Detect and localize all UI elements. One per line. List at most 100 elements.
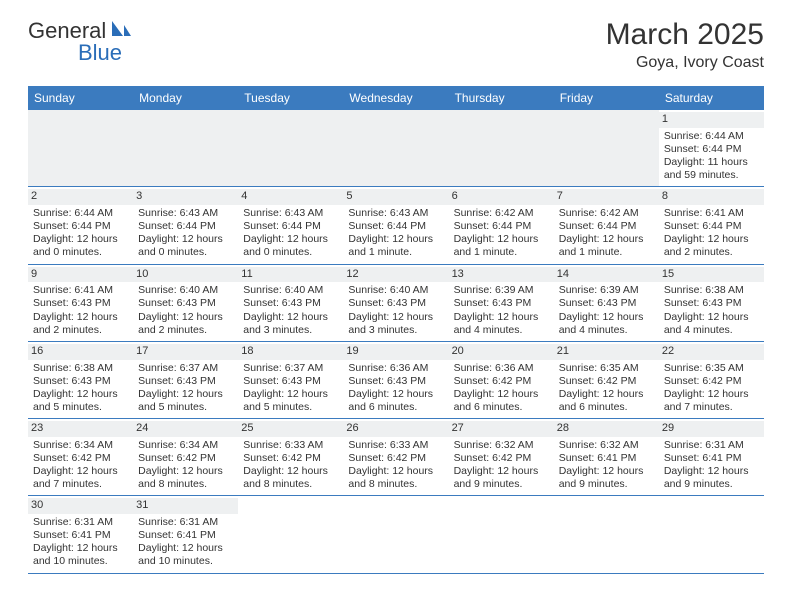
daylight-line: Daylight: 12 hours and 1 minute. [348, 233, 443, 259]
day-info: Sunrise: 6:38 AMSunset: 6:43 PMDaylight:… [32, 362, 129, 415]
day-info: Sunrise: 6:39 AMSunset: 6:43 PMDaylight:… [558, 284, 655, 337]
sunrise-line: Sunrise: 6:44 AM [33, 207, 128, 220]
sunrise-line: Sunrise: 6:35 AM [559, 362, 654, 375]
sunset-line: Sunset: 6:43 PM [243, 375, 338, 388]
calendar-day-cell: 18Sunrise: 6:37 AMSunset: 6:43 PMDayligh… [238, 342, 343, 418]
daylight-line: Daylight: 12 hours and 6 minutes. [559, 388, 654, 414]
sunrise-line: Sunrise: 6:36 AM [454, 362, 549, 375]
sunrise-line: Sunrise: 6:38 AM [664, 284, 759, 297]
day-number: 25 [238, 421, 343, 437]
day-info: Sunrise: 6:41 AMSunset: 6:43 PMDaylight:… [32, 284, 129, 337]
day-info: Sunrise: 6:31 AMSunset: 6:41 PMDaylight:… [137, 516, 234, 569]
calendar-day-cell: 3Sunrise: 6:43 AMSunset: 6:44 PMDaylight… [133, 187, 238, 263]
day-info: Sunrise: 6:32 AMSunset: 6:41 PMDaylight:… [558, 439, 655, 492]
calendar-day-cell [343, 496, 448, 572]
calendar-day-cell [554, 110, 659, 186]
daylight-line: Daylight: 12 hours and 4 minutes. [559, 311, 654, 337]
daylight-line: Daylight: 12 hours and 7 minutes. [33, 465, 128, 491]
calendar-day-cell: 25Sunrise: 6:33 AMSunset: 6:42 PMDayligh… [238, 419, 343, 495]
day-info: Sunrise: 6:34 AMSunset: 6:42 PMDaylight:… [32, 439, 129, 492]
daylight-line: Daylight: 12 hours and 5 minutes. [243, 388, 338, 414]
daylight-line: Daylight: 12 hours and 6 minutes. [348, 388, 443, 414]
sunrise-line: Sunrise: 6:33 AM [243, 439, 338, 452]
day-info: Sunrise: 6:32 AMSunset: 6:42 PMDaylight:… [453, 439, 550, 492]
sunset-line: Sunset: 6:42 PM [664, 375, 759, 388]
calendar-day-cell [449, 496, 554, 572]
day-number: 22 [659, 344, 764, 360]
sunset-line: Sunset: 6:42 PM [33, 452, 128, 465]
sunrise-line: Sunrise: 6:42 AM [559, 207, 654, 220]
calendar-day-cell [659, 496, 764, 572]
title-block: March 2025 Goya, Ivory Coast [606, 18, 764, 72]
sunset-line: Sunset: 6:41 PM [664, 452, 759, 465]
calendar-week-row: 9Sunrise: 6:41 AMSunset: 6:43 PMDaylight… [28, 265, 764, 342]
daylight-line: Daylight: 12 hours and 7 minutes. [664, 388, 759, 414]
sunset-line: Sunset: 6:44 PM [243, 220, 338, 233]
sunrise-line: Sunrise: 6:40 AM [243, 284, 338, 297]
calendar-week-row: 16Sunrise: 6:38 AMSunset: 6:43 PMDayligh… [28, 342, 764, 419]
sunset-line: Sunset: 6:44 PM [664, 143, 759, 156]
sunrise-line: Sunrise: 6:39 AM [559, 284, 654, 297]
calendar-day-cell: 30Sunrise: 6:31 AMSunset: 6:41 PMDayligh… [28, 496, 133, 572]
daylight-line: Daylight: 12 hours and 9 minutes. [559, 465, 654, 491]
sunset-line: Sunset: 6:41 PM [559, 452, 654, 465]
daylight-line: Daylight: 12 hours and 8 minutes. [138, 465, 233, 491]
calendar-day-cell: 23 Sunrise: 6:34 AMSunset: 6:42 PMDayligh… [28, 419, 133, 495]
sunrise-line: Sunrise: 6:31 AM [33, 516, 128, 529]
day-number: 19 [343, 344, 448, 360]
day-number: 13 [449, 267, 554, 283]
daylight-line: Daylight: 12 hours and 3 minutes. [243, 311, 338, 337]
calendar-day-cell: 7Sunrise: 6:42 AMSunset: 6:44 PMDaylight… [554, 187, 659, 263]
daylight-line: Daylight: 12 hours and 0 minutes. [33, 233, 128, 259]
sunset-line: Sunset: 6:43 PM [348, 297, 443, 310]
day-info: Sunrise: 6:42 AMSunset: 6:44 PMDaylight:… [453, 207, 550, 260]
sunrise-line: Sunrise: 6:44 AM [664, 130, 759, 143]
calendar-week-row: 30Sunrise: 6:31 AMSunset: 6:41 PMDayligh… [28, 496, 764, 573]
weekday-header: Wednesday [343, 86, 448, 110]
day-number: 20 [449, 344, 554, 360]
daylight-line: Daylight: 12 hours and 2 minutes. [33, 311, 128, 337]
day-number: 5 [343, 189, 448, 205]
sunset-line: Sunset: 6:43 PM [33, 375, 128, 388]
sunrise-line: Sunrise: 6:43 AM [138, 207, 233, 220]
day-number: 9 [28, 267, 133, 283]
day-info: Sunrise: 6:35 AMSunset: 6:42 PMDaylight:… [663, 362, 760, 415]
calendar-day-cell: 1Sunrise: 6:44 AMSunset: 6:44 PMDaylight… [659, 110, 764, 186]
calendar-day-cell: 20Sunrise: 6:36 AMSunset: 6:42 PMDayligh… [449, 342, 554, 418]
sunrise-line: Sunrise: 6:40 AM [348, 284, 443, 297]
sunset-line: Sunset: 6:43 PM [454, 297, 549, 310]
day-info: Sunrise: 6:37 AMSunset: 6:43 PMDaylight:… [137, 362, 234, 415]
calendar-day-cell: 31 Sunrise: 6:31 AMSunset: 6:41 PMDayligh… [133, 496, 238, 572]
day-number: 27 [449, 421, 554, 437]
daylight-line: Daylight: 12 hours and 3 minutes. [348, 311, 443, 337]
calendar-day-cell: 29Sunrise: 6:31 AMSunset: 6:41 PMDayligh… [659, 419, 764, 495]
day-number: 7 [554, 189, 659, 205]
sunrise-line: Sunrise: 6:32 AM [454, 439, 549, 452]
sunrise-line: Sunrise: 6:37 AM [138, 362, 233, 375]
daylight-line: Daylight: 12 hours and 0 minutes. [138, 233, 233, 259]
calendar-day-cell [449, 110, 554, 186]
day-number: 31 [133, 498, 238, 514]
sunset-line: Sunset: 6:43 PM [243, 297, 338, 310]
daylight-line: Daylight: 12 hours and 1 minute. [454, 233, 549, 259]
day-info: Sunrise: 6:43 AMSunset: 6:44 PMDaylight:… [137, 207, 234, 260]
calendar-day-cell: 11Sunrise: 6:40 AMSunset: 6:43 PMDayligh… [238, 265, 343, 341]
day-number: 29 [659, 421, 764, 437]
daylight-line: Daylight: 12 hours and 10 minutes. [138, 542, 233, 568]
day-number: 23 [28, 421, 133, 437]
day-info: Sunrise: 6:31 AMSunset: 6:41 PMDaylight:… [32, 516, 129, 569]
day-number: 6 [449, 189, 554, 205]
calendar-day-cell: 24Sunrise: 6:34 AMSunset: 6:42 PMDayligh… [133, 419, 238, 495]
sunset-line: Sunset: 6:42 PM [454, 452, 549, 465]
sunset-line: Sunset: 6:43 PM [559, 297, 654, 310]
calendar-day-cell: 14Sunrise: 6:39 AMSunset: 6:43 PMDayligh… [554, 265, 659, 341]
sunset-line: Sunset: 6:42 PM [559, 375, 654, 388]
daylight-line: Daylight: 12 hours and 2 minutes. [664, 233, 759, 259]
sunset-line: Sunset: 6:43 PM [138, 375, 233, 388]
day-info: Sunrise: 6:37 AMSunset: 6:43 PMDaylight:… [242, 362, 339, 415]
calendar-day-cell: 28Sunrise: 6:32 AMSunset: 6:41 PMDayligh… [554, 419, 659, 495]
day-info: Sunrise: 6:43 AMSunset: 6:44 PMDaylight:… [242, 207, 339, 260]
sunrise-line: Sunrise: 6:43 AM [243, 207, 338, 220]
day-number: 14 [554, 267, 659, 283]
daylight-line: Daylight: 12 hours and 8 minutes. [243, 465, 338, 491]
